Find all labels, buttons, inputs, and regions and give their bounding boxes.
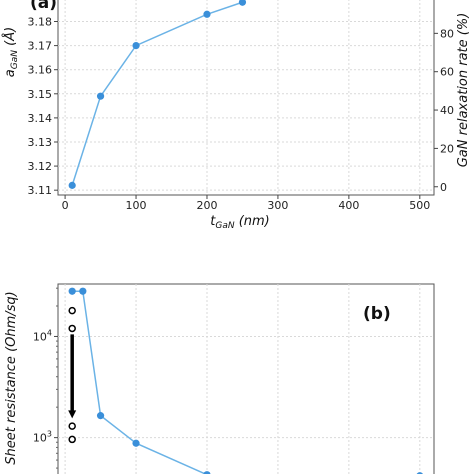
arrow-b [68, 334, 77, 419]
data-point-a [68, 181, 76, 189]
y-tick-label: 3.15 [28, 88, 53, 101]
y2-tick-label: 80 [440, 27, 454, 40]
x-tick-label: 400 [338, 199, 359, 212]
open-marker [68, 435, 76, 444]
y2-axis-title-a: GaN relaxation rate (%) [456, 13, 471, 168]
y-tick-label: 3.13 [28, 136, 53, 149]
data-point-a [238, 0, 247, 6]
x-tick-label: 300 [267, 199, 288, 212]
y-tick-label: 3.16 [28, 64, 53, 77]
open-marker [68, 306, 76, 315]
plot-area-b [57, 283, 435, 474]
y-axis-title-b: Sheet resistance (Ohm/sq) [4, 291, 19, 464]
panel-b: 104 103 (b) Sheet resistance (Ohm/sq) [4, 283, 435, 474]
x-axis-title-a: tGaN (nm) [210, 214, 270, 231]
panel-label-b: (b) [363, 304, 391, 324]
y-tick-label: 3.11 [28, 184, 53, 197]
y-tick-label: 104 [33, 328, 52, 343]
y-tick-label: 3.14 [28, 112, 53, 125]
open-marker [68, 422, 76, 430]
series-a [68, 0, 247, 189]
y2-ticks-a: 0 20 40 60 80 [434, 27, 454, 194]
series-b [68, 287, 423, 474]
panel-label-a: (a) [30, 0, 57, 13]
x-tick-label: 100 [126, 199, 147, 212]
x-tick-label: 0 [62, 199, 69, 212]
data-point-b [96, 412, 105, 420]
open-markers-b [68, 306, 76, 444]
data-point-b [79, 287, 87, 295]
y2-tick-label: 0 [440, 181, 447, 194]
y-tick-label: 103 [33, 430, 52, 445]
y-tick-label: 3.12 [28, 160, 53, 173]
data-point-a [203, 10, 211, 18]
x-tick-label: 500 [409, 199, 430, 212]
y-tick-label: 3.18 [28, 16, 53, 29]
data-point-b [68, 287, 76, 295]
y2-tick-label: 60 [440, 66, 454, 79]
open-marker [68, 324, 76, 333]
x-tick-label: 200 [196, 199, 217, 212]
grid-a [58, 0, 434, 195]
panel-a: 0 100 200 300 400 500 3.113.123.133.143.153.1… [2, 0, 471, 231]
x-ticks-a: 0 100 200 300 400 500 [62, 195, 430, 212]
y2-tick-label: 40 [440, 104, 454, 117]
y2-tick-label: 20 [440, 142, 454, 155]
data-point-a [132, 42, 140, 50]
y-ticks-a: 3.11 3.12 3.13 3.14 3.15 3.16 3.17 3.18 [28, 16, 58, 197]
y-tick-label: 3.17 [28, 40, 53, 53]
y-axis-title-a: aGaN (Å) [2, 27, 20, 77]
data-point-b [132, 439, 140, 447]
y-ticks-b: 104 103 [33, 287, 58, 469]
plot-area-a [57, 0, 435, 196]
data-point-b [203, 471, 211, 474]
arrow-head [68, 410, 77, 419]
grid-b [58, 284, 434, 474]
data-point-a [96, 92, 105, 100]
